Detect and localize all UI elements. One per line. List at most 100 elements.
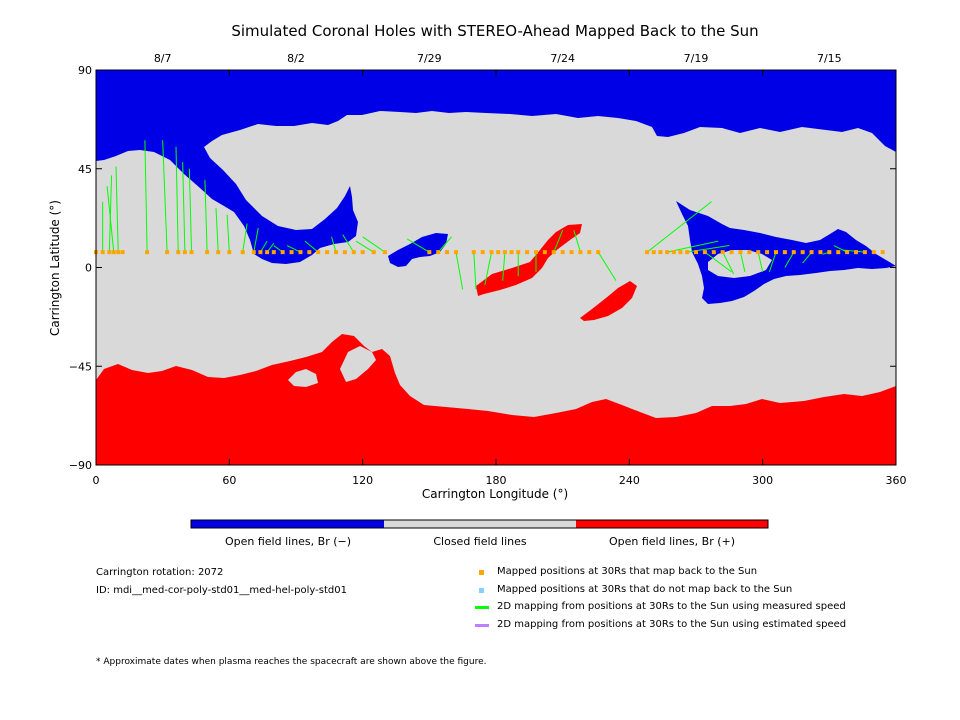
mapped-point-33 [445, 250, 450, 255]
mapped-point-42 [525, 250, 530, 255]
mapped-point-64 [747, 250, 752, 255]
mapping-line-45 [833, 245, 848, 253]
mapped-point-12 [216, 250, 221, 255]
mapped-point-70 [800, 250, 805, 255]
legend-item-measured: 2D mapping from positions at 30Rs to the… [497, 601, 846, 612]
mapped-point-69 [791, 250, 796, 255]
mapped-point-7 [165, 250, 170, 255]
mapped-point-3 [111, 250, 116, 255]
mapping-line-25 [455, 252, 464, 290]
mapped-point-35 [471, 250, 476, 255]
colorbar-negative [191, 520, 384, 528]
mapped-point-58 [694, 250, 698, 255]
mapped-point-44 [542, 250, 547, 255]
mapped-point-67 [774, 250, 778, 255]
mapped-point-21 [298, 250, 303, 255]
mapping-line-2 [106, 186, 115, 253]
model-id: ID: mdi__med-cor-poly-std01__med-hel-pol… [96, 585, 347, 596]
mapped-point-26 [342, 250, 347, 255]
mapped-point-57 [685, 250, 690, 255]
x-tick-label-4: 240 [619, 474, 640, 487]
date-tick-label-4: 7/19 [684, 52, 709, 65]
estimated-speed-line-swatch [475, 624, 489, 627]
mapped-point-24 [325, 250, 330, 255]
date-tick-label-0: 8/7 [154, 52, 172, 65]
x-axis: 0 60 120 180 240 300 360 [93, 70, 907, 487]
mapping-line-6 [175, 146, 179, 253]
mapping-line-1 [108, 175, 113, 253]
mapping-line-33 [597, 251, 617, 281]
mapping-line-21 [355, 240, 375, 253]
mapped-point-73 [827, 250, 832, 255]
mapping-line-13 [253, 227, 259, 253]
mapped-point-39 [502, 250, 507, 255]
date-axis: 8/7 8/2 7/29 7/24 7/19 7/15 [154, 52, 842, 65]
mapped-point-38 [496, 250, 501, 255]
y-axis-label: Carrington Latitude (°) [48, 200, 62, 336]
mapped-point-1 [100, 250, 105, 255]
mapping-line-3 [115, 166, 119, 253]
mapping-line-10 [215, 208, 219, 253]
mapped-point-46 [560, 250, 565, 255]
date-tick-label-5: 7/15 [817, 52, 842, 65]
mapped-point-43 [534, 250, 538, 255]
mapping-line-5 [162, 140, 168, 253]
carrington-rotation: Carrington rotation: 2072 [96, 567, 224, 578]
mapping-line-24 [437, 236, 452, 253]
closed-field-hole-south-2 [340, 346, 376, 382]
mapping-line-32 [573, 230, 581, 253]
mapped-point-37 [489, 250, 494, 255]
mapped-point-14 [240, 250, 245, 255]
legend-item-estimated: 2D mapping from positions at 30Rs to the… [497, 619, 847, 630]
mapped-point-11 [205, 250, 210, 255]
mapped-point-63 [738, 250, 743, 255]
mapped-point-5 [120, 250, 125, 255]
mapped-point-68 [782, 250, 787, 255]
mapped-point-49 [587, 250, 592, 255]
mapping-line-28 [502, 252, 506, 281]
mapping-line-19 [331, 236, 337, 253]
mapped-point-34 [454, 250, 458, 255]
mapped-point-76 [854, 250, 858, 255]
mapped-point-19 [280, 250, 285, 255]
y-tick-label-1: −45 [69, 360, 92, 373]
colorbar-label-negative: Open field lines, Br (−) [225, 535, 351, 548]
mapped-point-2 [107, 250, 112, 255]
closed-field-hole-south [288, 369, 318, 387]
legend-item-mapped: Mapped positions at 30Rs that map back t… [497, 566, 758, 577]
x-tick-label-3: 180 [486, 474, 507, 487]
plot-area [94, 69, 897, 466]
mapped-point-20 [289, 250, 294, 255]
mapped-point-40 [509, 250, 514, 255]
y-tick-label-0: −90 [69, 459, 92, 472]
mapping-line-41 [768, 251, 777, 273]
colorbar-positive [576, 520, 768, 528]
mapped-point-62 [729, 250, 734, 255]
mapped-point-swatch [479, 570, 484, 575]
mapped-point-52 [651, 250, 656, 255]
mapped-point-56 [678, 250, 683, 255]
mapped-point-79 [880, 250, 885, 255]
legend-item-unmapped: Mapped positions at 30Rs that do not map… [497, 584, 793, 595]
closed-field-island [708, 250, 772, 278]
footnote: * Approximate dates when plasma reaches … [96, 657, 487, 667]
mapped-point-15 [251, 250, 256, 255]
date-tick-label-1: 8/2 [287, 52, 305, 65]
mapped-point-28 [360, 250, 365, 255]
mapped-point-50 [596, 250, 601, 255]
mapping-line-31 [553, 230, 564, 253]
mapped-point-9 [182, 250, 187, 255]
mapping-line-23 [406, 238, 430, 253]
colorbar-label-positive: Open field lines, Br (+) [609, 535, 735, 548]
mapped-point-41 [516, 250, 521, 255]
mapped-point-65 [756, 250, 761, 255]
negative-open-field-equatorial [388, 233, 448, 267]
mapping-line-12 [242, 223, 248, 253]
y-axis: −90 −45 0 45 90 [69, 64, 896, 472]
mapped-point-72 [818, 250, 823, 255]
colorbar-frame [190, 519, 769, 529]
mapped-point-47 [569, 250, 574, 255]
chart-title: Simulated Coronal Holes with STEREO-Ahea… [231, 22, 758, 40]
mapped-point-54 [665, 250, 670, 255]
